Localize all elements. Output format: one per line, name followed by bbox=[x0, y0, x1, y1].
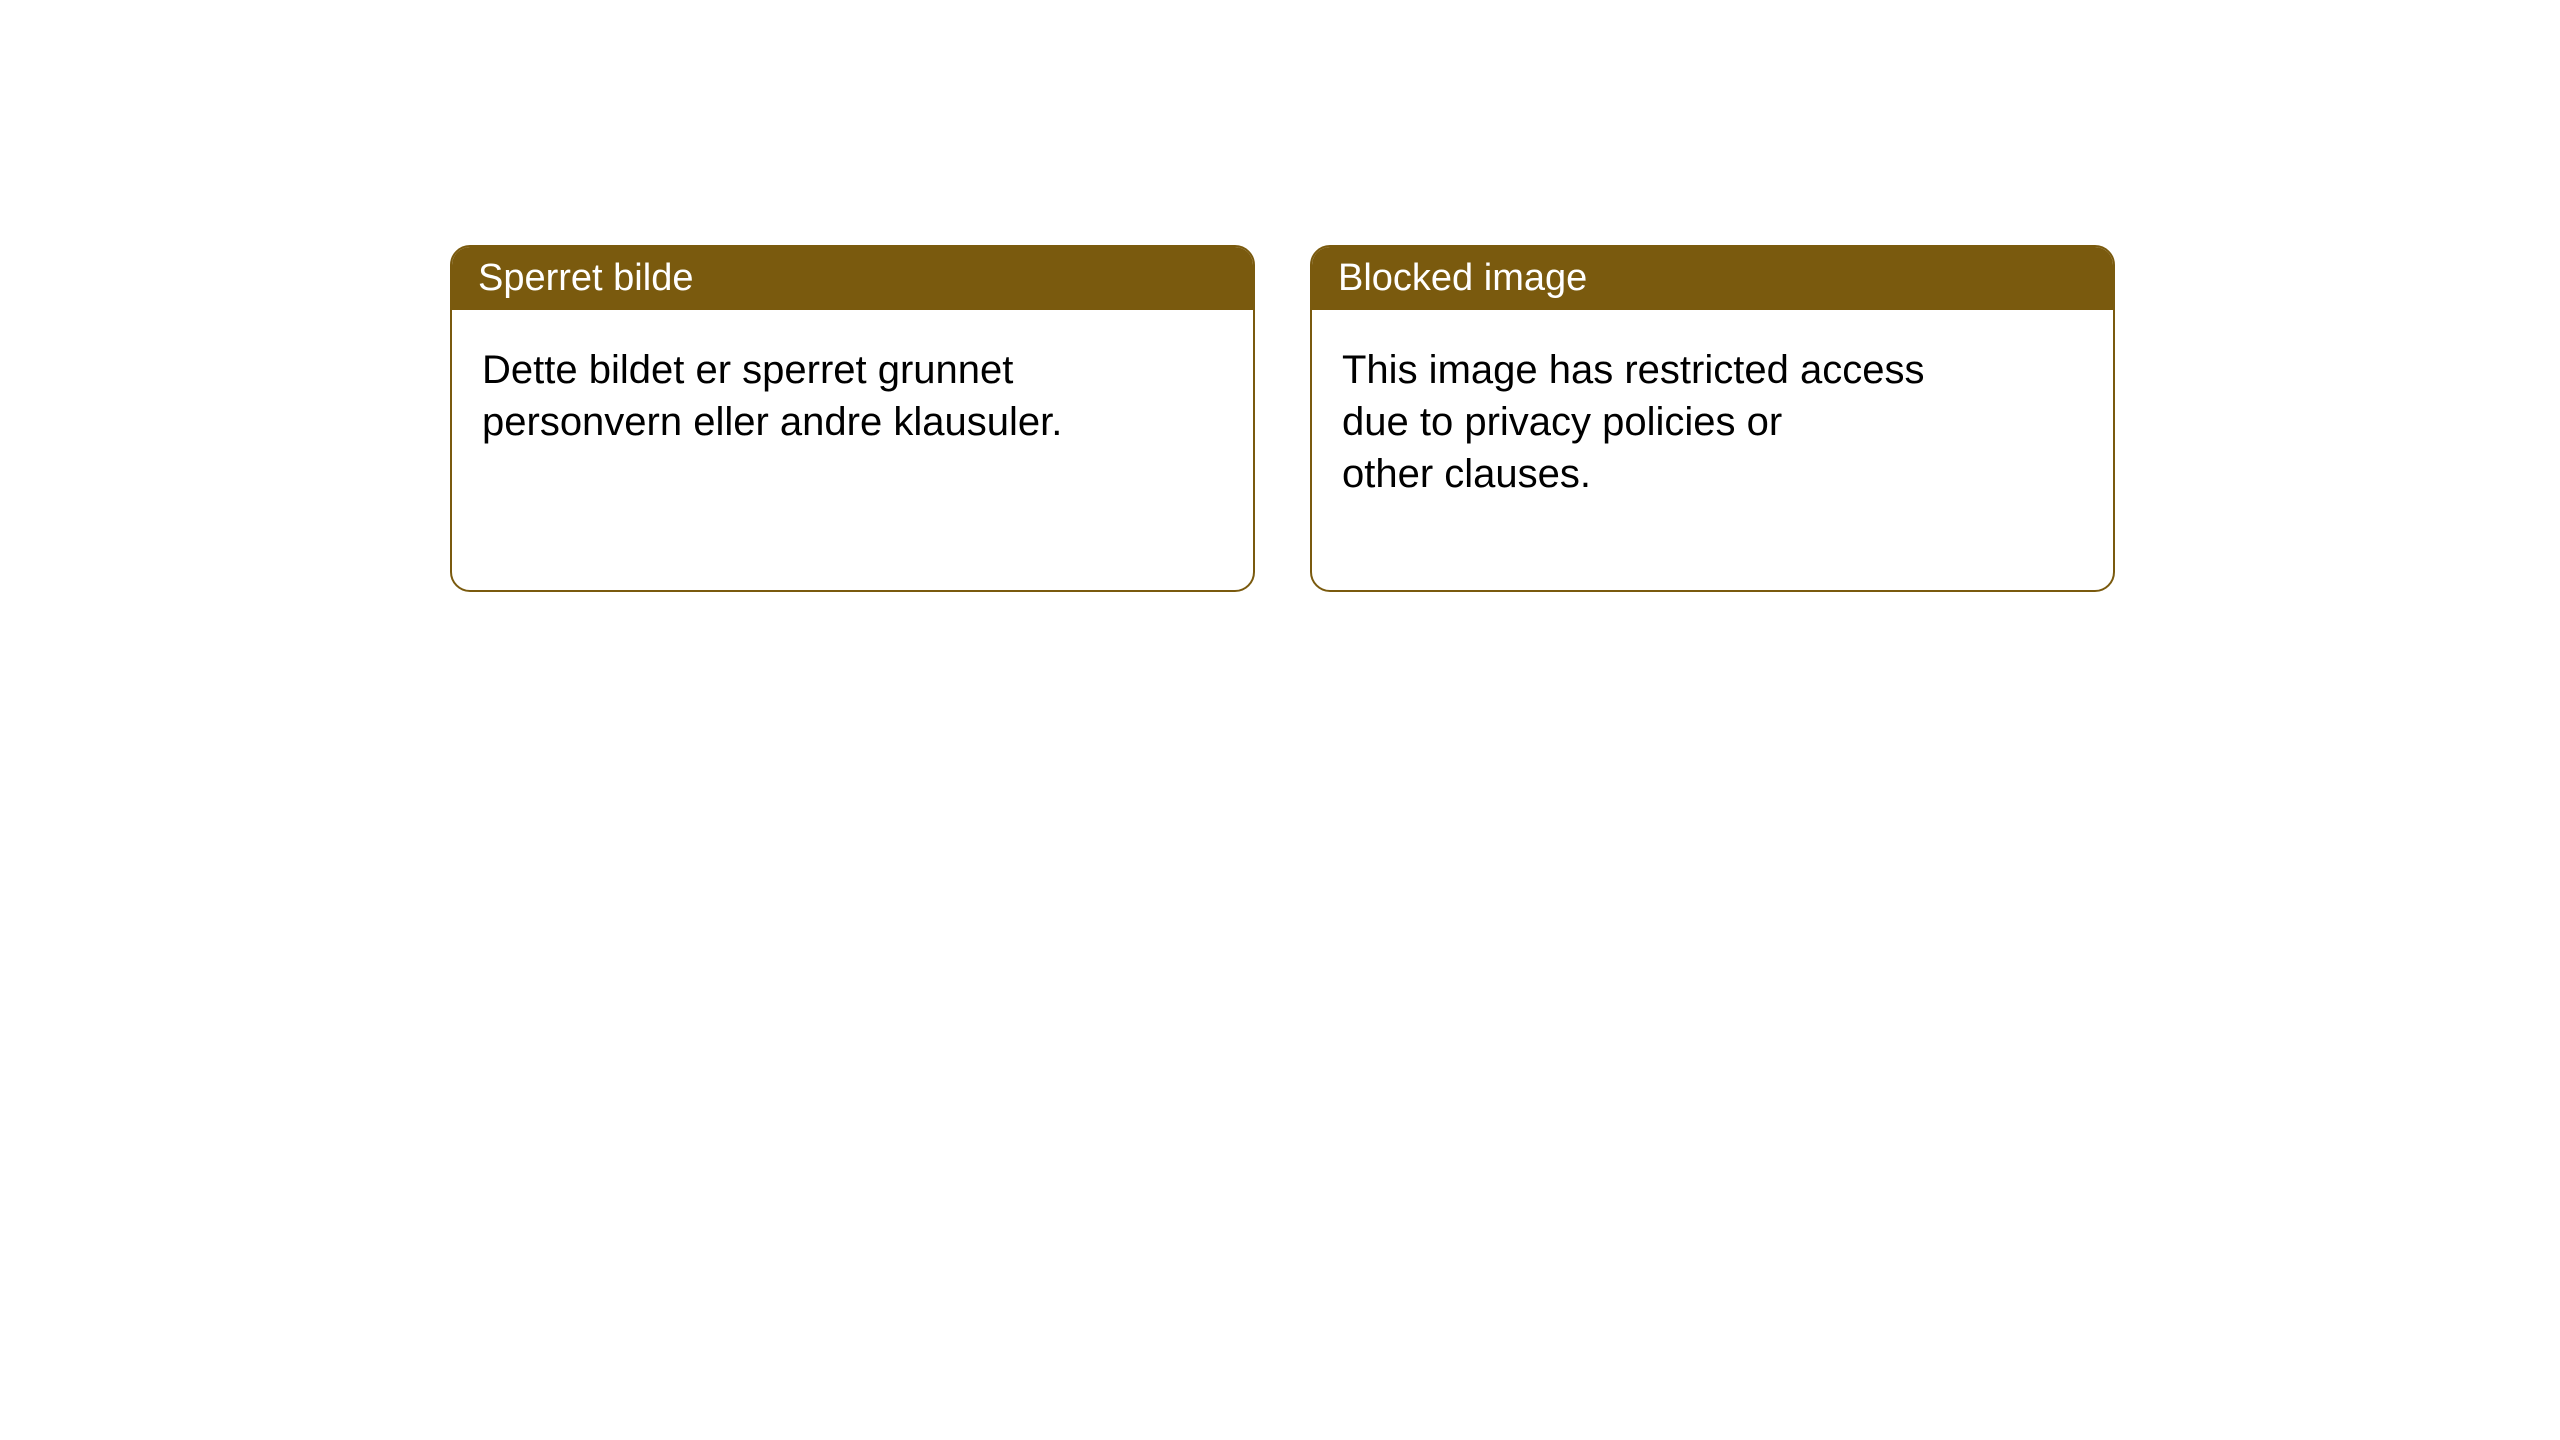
notice-box-norwegian: Sperret bilde Dette bildet er sperret gr… bbox=[450, 245, 1255, 592]
notice-body: This image has restricted access due to … bbox=[1312, 310, 2113, 590]
notices-container: Sperret bilde Dette bildet er sperret gr… bbox=[0, 0, 2560, 592]
notice-header: Sperret bilde bbox=[452, 247, 1253, 310]
notice-box-english: Blocked image This image has restricted … bbox=[1310, 245, 2115, 592]
notice-header: Blocked image bbox=[1312, 247, 2113, 310]
notice-body: Dette bildet er sperret grunnet personve… bbox=[452, 310, 1253, 538]
